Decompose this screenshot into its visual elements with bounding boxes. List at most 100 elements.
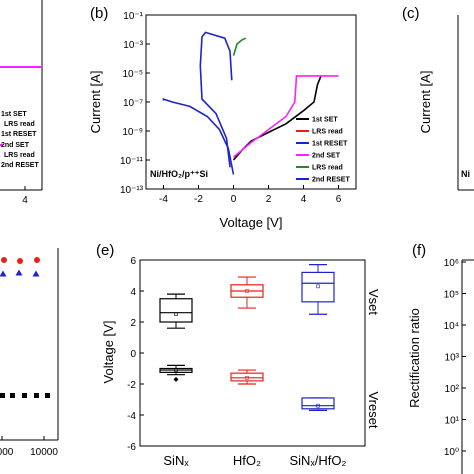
panel-b-y-tick-label: 10⁻¹¹: [120, 156, 144, 167]
legend-item-2nd-set: 2nd SET: [312, 153, 341, 160]
box-body: [301, 397, 335, 410]
panel-c-inset-label: Ni: [461, 169, 470, 179]
panel-d-marker-black: [10, 393, 15, 398]
box-vreset-0: [159, 364, 193, 382]
panel-b-xlabel: Voltage [V]: [220, 215, 283, 230]
panel-b-x-tick-label: -2: [194, 194, 203, 205]
panel-f-ylabel: Rectification ratio: [407, 308, 422, 408]
panel-d-marker-black: [0, 393, 5, 398]
legend-item-lrs-read: LRS read: [312, 129, 343, 136]
panel-e-boxes: [159, 264, 335, 411]
panel-b-y-tick-label: 10⁻³: [123, 40, 143, 51]
panel-f: (f) Rectification ratio 10⁶10⁵10⁴10³10²1…: [407, 242, 474, 474]
panel-b-inset-label: Ni/HfO₂/p⁺⁺Si: [150, 169, 208, 179]
panel-d-marker-red: [34, 257, 40, 263]
panel-b-x-tick-label: 6: [336, 194, 342, 205]
panel-e: (e) 6 4 2 0 -2 -4 -6 Voltage [V] Vset Vreset S…: [96, 242, 381, 468]
panel-e-vset-label: Vset: [366, 289, 381, 315]
box-vset-2: [301, 264, 335, 315]
panel-b-y-tick-label: 10⁻⁹: [122, 127, 143, 138]
panel-d-marker-black: [45, 393, 50, 398]
panel-b-y-tick-label: 10⁻⁵: [122, 69, 143, 80]
panel-e-ylabel: Voltage [V]: [101, 321, 116, 384]
panel-b-legend: 1st SET LRS read 1st RESET 2nd SET LRS r…: [296, 117, 350, 184]
panel-e-ticks: 6 4 2 0 -2 -4 -6: [127, 256, 144, 453]
panel-f-y-tick-label: 10⁰: [444, 447, 459, 458]
panel-c-ylabel: Current [A]: [418, 71, 433, 134]
panel-e-y-tick-label: 2: [130, 318, 136, 329]
panel-a-legend-item-2nd-reset: 2nd RESET: [1, 162, 39, 169]
box-vreset-2: [301, 397, 335, 411]
panel-a-legend-item-lrs-read: LRS read: [4, 121, 35, 128]
panel-d-marker-black: [22, 393, 27, 398]
legend-item-lrs-read-2: LRS read: [312, 165, 343, 172]
panel-f-y-tick-label: 10⁵: [444, 290, 459, 301]
series-2nd-set: [232, 75, 339, 158]
box-vreset-1: [230, 369, 264, 385]
panel-f-y-tick-label: 10³: [445, 353, 460, 364]
panel-e-y-tick-label: 6: [130, 256, 136, 267]
panel-f-y-tick-label: 10⁴: [444, 321, 459, 332]
series-1st-reset: [162, 97, 235, 175]
panel-f-label: (f): [412, 242, 426, 259]
box-body: [159, 298, 193, 323]
panel-b-x-tick-label: 4: [301, 194, 307, 205]
box-body: [301, 271, 335, 303]
legend-item-2nd-reset: 2nd RESET: [312, 177, 350, 184]
panel-d-marker-blue: [32, 270, 40, 277]
panel-f-y-tick-label: 10¹: [445, 416, 460, 427]
panel-b-label: (b): [90, 5, 108, 22]
panel-a-legend-item-1st-reset: 1st RESET: [1, 131, 37, 138]
panel-e-y-tick-label: 0: [130, 349, 136, 360]
panel-b-y-tick-label: 10⁻¹: [123, 11, 143, 22]
panel-b-ticks: -4 -2 0 2 4 6 10⁻¹ 10⁻³ 10⁻⁵ 10⁻⁷ 10⁻⁹ 10⁻¹¹ 10⁻¹³: [120, 11, 342, 205]
panel-c-label: (c): [402, 5, 420, 22]
panel-a: 4 1st SET LRS read 1st RESET 2nd SET LRS…: [0, 0, 43, 206]
panel-a-legend: 1st SET LRS read 1st RESET 2nd SET LRS r…: [0, 111, 39, 169]
legend-item-1st-set: 1st SET: [312, 117, 338, 124]
panel-b-frame: [145, 14, 357, 190]
box-mean-marker: [245, 375, 249, 380]
panel-f-y-tick-label: 10²: [445, 384, 460, 395]
series-1st-set: [232, 75, 322, 161]
box-vset-0: [159, 293, 193, 329]
box-vset-1: [230, 276, 264, 309]
panel-b-x-tick-label: -4: [159, 194, 168, 205]
panel-d-marker-red: [17, 258, 23, 264]
panel-b-y-tick-label: 10⁻¹³: [120, 185, 144, 196]
panel-a-legend-item-lrs-read-2: LRS read: [4, 152, 35, 159]
panel-b: (b) -4 -2 0 2 4 6 10⁻¹ 10⁻³ 10⁻⁵ 10⁻⁷ 10⁻⁹ 10⁻¹¹ 10⁻…: [88, 5, 357, 230]
panel-d-x-tick-1: 000: [0, 447, 14, 458]
panel-e-y-tick-label: -4: [127, 411, 136, 422]
panel-d-marker-blue: [15, 269, 23, 276]
panel-b-x-tick-label: 0: [231, 194, 237, 205]
box-mean-marker: [174, 312, 178, 317]
panel-f-y-tick-label: 10⁶: [444, 258, 459, 269]
box-outlier: [173, 376, 179, 382]
panel-e-y-tick-label: -6: [127, 442, 136, 453]
panel-e-category-hfo2: HfO₂: [233, 453, 261, 468]
panel-b-series: [162, 31, 339, 175]
panel-e-y-tick-label: 4: [130, 287, 136, 298]
panel-e-category-sinx: SiNₓ: [163, 453, 189, 468]
panel-e-y-tick-label: -2: [127, 380, 136, 391]
box-body: [230, 372, 264, 382]
panel-f-ticks: 10⁶ 10⁵ 10⁴ 10³ 10² 10¹ 10⁰: [444, 258, 466, 458]
panel-e-category-sinx-hfo2: SiNₓ/HfO₂: [290, 453, 347, 468]
panel-c: (c) Current [A] Ni: [402, 5, 474, 191]
box-mean-marker: [316, 403, 320, 408]
series-2nd-reset: [199, 31, 233, 168]
panel-b-ylabel: Current [A]: [88, 71, 103, 134]
panel-a-legend-item-2nd-set: 2nd SET: [1, 142, 30, 149]
panel-d: 000 10000: [0, 248, 59, 458]
panel-d-marker-red: [1, 257, 7, 263]
panel-a-legend-item-1st-set: 1st SET: [1, 111, 27, 118]
panel-e-vreset-label: Vreset: [366, 391, 381, 428]
panel-e-label: (e): [96, 242, 114, 259]
panel-d-x-tick-2: 10000: [30, 447, 58, 458]
series-lrs-read: [232, 37, 247, 56]
panel-b-x-tick-label: 2: [266, 194, 272, 205]
box-mean-marker: [174, 368, 178, 372]
panel-d-marker-blue: [0, 270, 7, 277]
